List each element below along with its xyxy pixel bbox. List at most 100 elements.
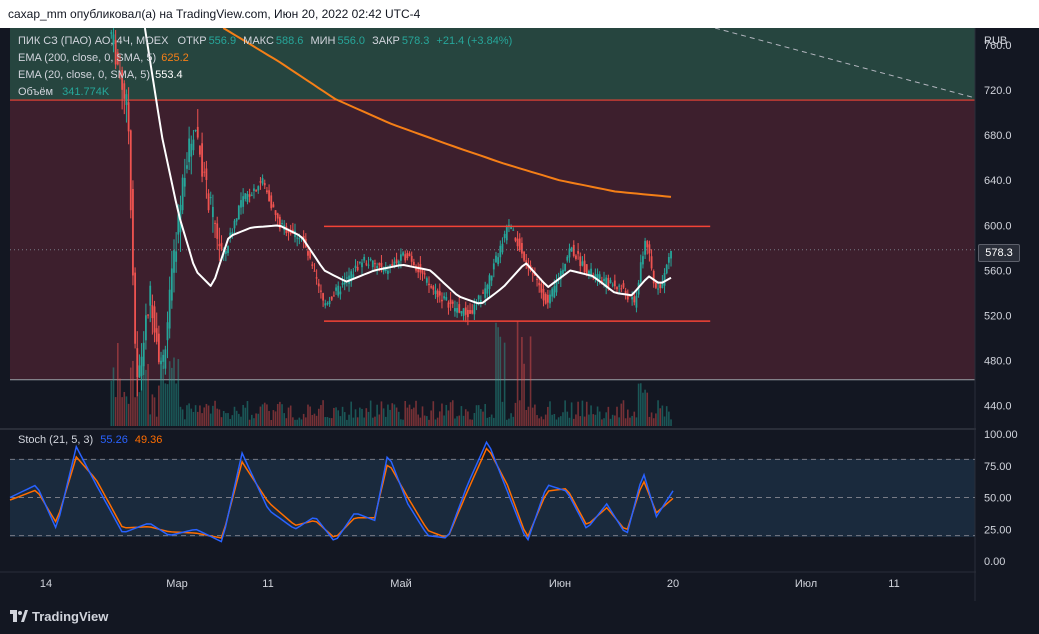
candle-body <box>201 143 203 177</box>
volume-bar <box>639 383 642 426</box>
candle-body <box>540 283 543 293</box>
candle-body <box>516 238 519 247</box>
candle-body <box>123 83 126 99</box>
tradingview-logo[interactable]: TradingView <box>10 609 108 624</box>
volume-bar <box>276 404 279 426</box>
volume-bar <box>320 405 322 426</box>
volume-bar <box>179 406 182 426</box>
volume-bar <box>266 404 268 426</box>
candle-body <box>404 254 407 261</box>
candle-body <box>309 251 312 259</box>
volume-bar <box>110 380 113 426</box>
volume-bar <box>253 418 255 426</box>
volume-bar <box>186 405 188 426</box>
time-tick-label: 20 <box>667 578 679 590</box>
candle-body <box>281 222 283 224</box>
price-tick-label: 480.0 <box>984 356 1012 368</box>
candle-body <box>454 308 456 312</box>
volume-bar <box>129 367 132 426</box>
volume-bar <box>250 414 253 426</box>
volume-bar <box>207 405 210 426</box>
volume-bar <box>655 413 657 426</box>
price-tick-label: 560.0 <box>984 265 1012 277</box>
volume-bar <box>544 414 547 426</box>
candle-body <box>121 70 124 90</box>
volume-bar <box>505 419 508 426</box>
candle-body <box>559 270 562 280</box>
candle-body <box>590 268 592 275</box>
ema200-value: 625.2 <box>161 52 189 64</box>
candle-body <box>581 261 584 266</box>
volume-bar <box>406 407 409 426</box>
candle-body <box>423 273 426 275</box>
candle-body <box>175 251 178 262</box>
volume-bar <box>246 401 249 426</box>
volume-bar <box>339 416 342 426</box>
price-tick-label: 760.0 <box>984 40 1012 52</box>
candle-body <box>642 256 644 265</box>
stoch-legend[interactable]: Stoch (21, 5, 3) 55.26 49.36 <box>18 434 162 446</box>
volume-bar <box>231 415 234 426</box>
volume-bar <box>270 419 273 426</box>
price-tick-label: 520.0 <box>984 311 1012 323</box>
stoch-tick-label: 50.00 <box>984 493 1012 505</box>
volume-legend[interactable]: Объём 341.774K <box>18 86 109 98</box>
volume-bar <box>428 419 430 426</box>
volume-bar <box>272 410 275 426</box>
volume-bar <box>190 408 193 426</box>
candle-body <box>536 278 538 280</box>
volume-bar <box>503 342 506 426</box>
candle-body <box>583 260 586 273</box>
volume-bar <box>281 404 283 426</box>
candle-body <box>657 288 659 290</box>
candle-body <box>495 255 497 263</box>
volume-bar <box>326 417 329 426</box>
candle-body <box>112 34 115 45</box>
volume-bar <box>365 408 368 426</box>
volume-bar <box>484 403 486 426</box>
volume-bar <box>568 417 571 426</box>
volume-bar <box>214 400 216 426</box>
candle-body <box>512 229 515 231</box>
volume-bar <box>583 416 586 426</box>
ema20-legend[interactable]: EMA (20, close, 0, SMA, 5) 553.4 <box>18 69 183 81</box>
candle-body <box>194 129 197 131</box>
volume-bar <box>430 410 432 426</box>
candle-body <box>570 247 573 252</box>
candle-body <box>211 206 214 218</box>
volume-bar <box>585 401 588 426</box>
volume-bar <box>486 417 489 426</box>
volume-bar <box>605 412 607 426</box>
volume-bar <box>393 404 396 426</box>
volume-bar <box>536 415 538 426</box>
volume-bar <box>443 415 445 426</box>
candle-body <box>162 354 165 362</box>
candle-body <box>564 263 567 272</box>
volume-bar <box>229 418 231 426</box>
candle-body <box>389 265 391 267</box>
volume-bar <box>652 418 655 426</box>
candle-body <box>430 286 433 288</box>
ema200-legend[interactable]: EMA (200, close, 0, SMA, 5) 625.2 <box>18 52 189 64</box>
candle-body <box>240 200 242 208</box>
candle-body <box>650 256 653 269</box>
candle-body <box>358 261 361 263</box>
price-tick-label: 680.0 <box>984 130 1012 142</box>
volume-bar <box>670 419 672 426</box>
candle-body <box>553 286 556 298</box>
candle-body <box>603 278 605 282</box>
candle-body <box>153 306 156 333</box>
candle-body <box>486 284 489 294</box>
candle-body <box>268 190 270 202</box>
volume-bar <box>261 404 264 426</box>
candle-body <box>408 253 411 257</box>
volume-bar <box>631 415 633 426</box>
volume-bar <box>322 400 324 426</box>
candle-body <box>140 356 143 376</box>
volume-bar <box>354 409 357 426</box>
volume-bar <box>629 417 631 426</box>
volume-bar <box>138 392 141 426</box>
candle-body <box>410 255 413 262</box>
candle-body <box>577 251 580 254</box>
